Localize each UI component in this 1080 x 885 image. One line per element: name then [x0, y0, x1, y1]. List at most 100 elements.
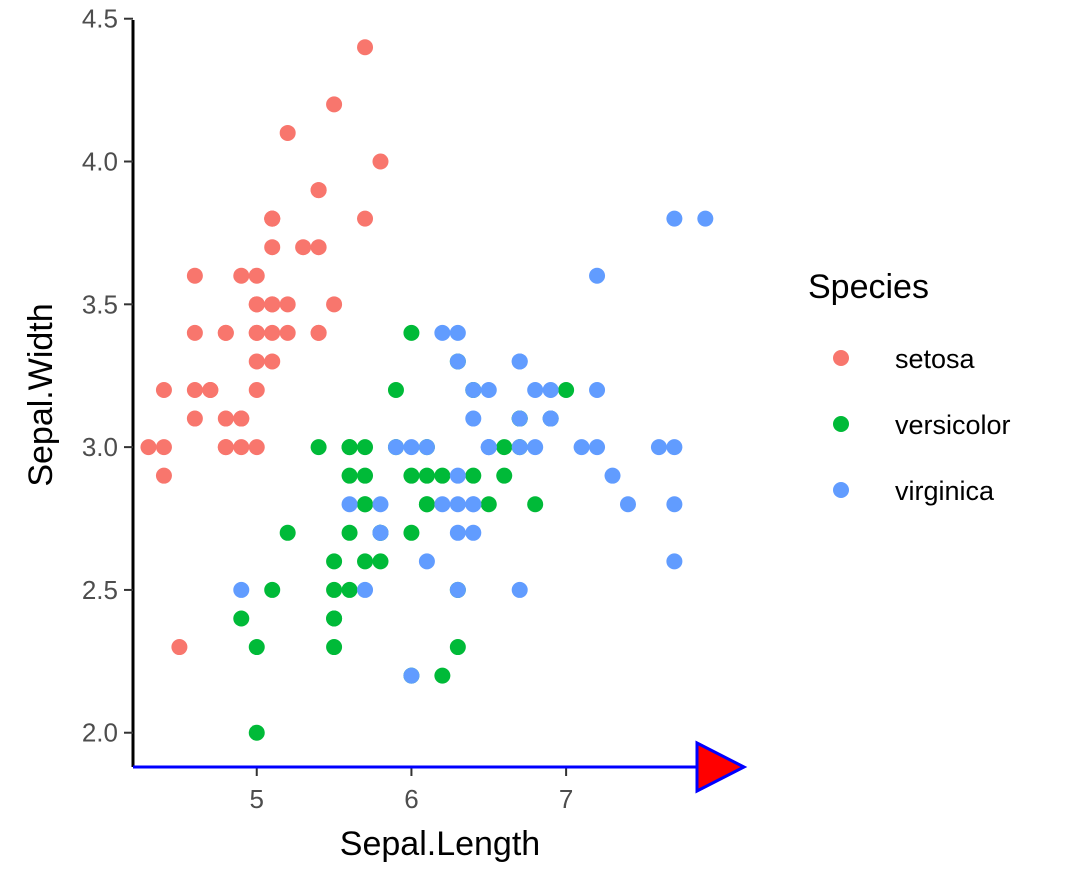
data-point-setosa [217, 324, 234, 341]
data-point-versicolor [357, 496, 374, 513]
y-tick-label: 4.5 [82, 4, 118, 34]
legend-key-setosa [833, 350, 849, 366]
data-point-setosa [186, 382, 203, 398]
data-point-setosa [233, 439, 250, 456]
legend-label-versicolor: versicolor [895, 410, 1011, 440]
data-point-setosa [171, 639, 188, 656]
data-point-virginica [341, 496, 358, 513]
data-point-virginica [449, 467, 466, 484]
legend-items: setosa versicolor virginica [833, 344, 1011, 506]
data-point-virginica [480, 382, 497, 398]
data-point-setosa [248, 296, 265, 313]
data-point-setosa [155, 382, 172, 398]
data-point-versicolor [341, 467, 358, 484]
data-point-setosa [186, 267, 203, 284]
data-point-versicolor [341, 439, 358, 456]
data-point-virginica [589, 382, 606, 398]
x-tick-label: 6 [404, 784, 418, 814]
data-point-versicolor [326, 610, 343, 627]
data-point-versicolor [326, 553, 343, 570]
data-point-virginica [527, 439, 544, 456]
data-point-virginica [480, 439, 497, 456]
data-point-virginica [589, 439, 606, 456]
data-point-versicolor [357, 553, 374, 570]
data-point-setosa [279, 324, 296, 341]
data-point-virginica [511, 410, 528, 427]
data-point-setosa [279, 124, 296, 141]
data-point-versicolor [449, 639, 466, 656]
data-point-setosa [217, 439, 234, 456]
y-tick-label: 2.0 [82, 718, 118, 748]
data-point-versicolor [326, 581, 343, 598]
data-point-versicolor [341, 524, 358, 541]
data-point-virginica [449, 496, 466, 513]
data-point-setosa [202, 382, 219, 398]
legend-label-virginica: virginica [895, 476, 995, 506]
data-point-versicolor [418, 496, 435, 513]
y-tick-label: 2.5 [82, 575, 118, 605]
data-point-versicolor [233, 610, 250, 627]
data-point-setosa [217, 410, 234, 427]
data-point-setosa [326, 296, 343, 313]
data-point-versicolor [264, 581, 281, 598]
data-point-virginica [403, 667, 420, 684]
series-versicolor [233, 324, 575, 741]
data-point-virginica [449, 353, 466, 370]
series-setosa [140, 39, 389, 656]
data-point-versicolor [558, 382, 575, 398]
data-point-setosa [248, 439, 265, 456]
data-point-versicolor [279, 524, 296, 541]
data-point-versicolor [372, 553, 389, 570]
data-point-versicolor [357, 439, 374, 456]
data-point-versicolor [357, 467, 374, 484]
data-point-virginica [418, 553, 435, 570]
legend-key-virginica [833, 482, 849, 498]
data-point-versicolor [341, 581, 358, 598]
data-point-setosa [248, 267, 265, 284]
data-point-setosa [310, 182, 327, 199]
data-point-setosa [279, 296, 296, 313]
y-axis-ticks: 2.0 2.5 3.0 3.5 4.0 4.5 [82, 4, 133, 748]
data-point-setosa [186, 410, 203, 427]
legend-key-versicolor [833, 416, 849, 432]
data-point-virginica [666, 496, 683, 513]
data-point-virginica [527, 382, 544, 398]
data-point-virginica [465, 382, 482, 398]
data-point-setosa [310, 324, 327, 341]
data-point-versicolor [496, 439, 513, 456]
x-axis-title: Sepal.Length [340, 825, 540, 863]
data-point-virginica [542, 382, 559, 398]
y-tick-label: 3.5 [82, 289, 118, 319]
points-layer [140, 39, 714, 741]
data-point-virginica [449, 581, 466, 598]
data-point-setosa [295, 239, 312, 256]
x-axis-ticks: 5 6 7 [250, 767, 573, 814]
data-point-setosa [310, 239, 327, 256]
data-point-virginica [372, 496, 389, 513]
data-point-setosa [372, 153, 389, 170]
data-point-setosa [233, 410, 250, 427]
data-point-virginica [418, 439, 435, 456]
data-point-setosa [233, 267, 250, 284]
data-point-versicolor [403, 324, 420, 341]
data-point-versicolor [403, 524, 420, 541]
data-point-versicolor [434, 467, 451, 484]
data-point-virginica [542, 410, 559, 427]
data-point-virginica [619, 496, 636, 513]
data-point-virginica [589, 267, 606, 284]
data-point-setosa [264, 210, 281, 227]
data-point-virginica [372, 524, 389, 541]
data-point-virginica [403, 439, 420, 456]
x-tick-label: 7 [559, 784, 573, 814]
y-axis-title: Sepal.Width [22, 303, 60, 486]
data-point-versicolor [496, 467, 513, 484]
data-point-virginica [449, 524, 466, 541]
data-point-virginica [434, 496, 451, 513]
data-point-versicolor [248, 724, 265, 741]
data-point-virginica [465, 410, 482, 427]
data-point-setosa [326, 96, 343, 113]
data-point-setosa [264, 324, 281, 341]
data-point-versicolor [248, 639, 265, 656]
data-point-versicolor [465, 467, 482, 484]
